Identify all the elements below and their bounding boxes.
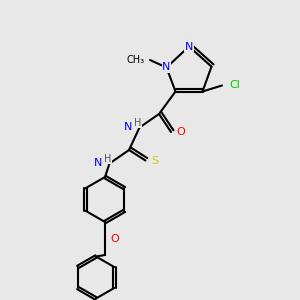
Text: N: N [94, 158, 102, 169]
Text: N: N [185, 41, 193, 52]
Text: N: N [162, 62, 171, 73]
Text: N: N [124, 122, 132, 133]
Text: O: O [176, 127, 185, 137]
Text: H: H [104, 154, 112, 164]
Text: H: H [134, 118, 142, 128]
Text: Cl: Cl [230, 80, 240, 91]
Text: S: S [151, 155, 158, 166]
Text: O: O [110, 233, 119, 244]
Text: CH₃: CH₃ [127, 55, 145, 65]
